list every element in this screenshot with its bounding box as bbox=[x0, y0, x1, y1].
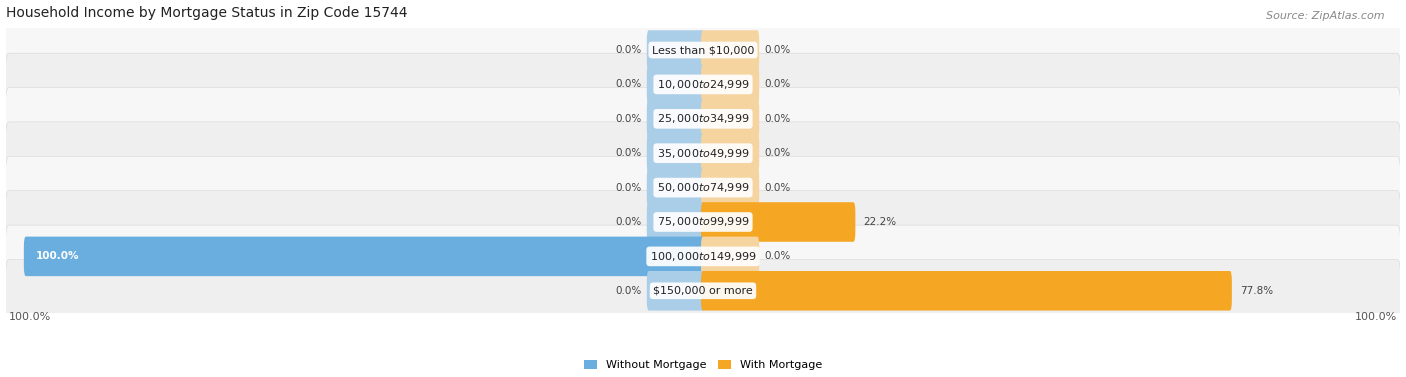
Text: 0.0%: 0.0% bbox=[616, 148, 643, 158]
Text: $10,000 to $24,999: $10,000 to $24,999 bbox=[657, 78, 749, 91]
Text: 0.0%: 0.0% bbox=[616, 45, 643, 55]
FancyBboxPatch shape bbox=[702, 271, 1232, 311]
FancyBboxPatch shape bbox=[702, 99, 759, 139]
Text: $75,000 to $99,999: $75,000 to $99,999 bbox=[657, 216, 749, 228]
Text: 0.0%: 0.0% bbox=[616, 182, 643, 193]
Text: Household Income by Mortgage Status in Zip Code 15744: Household Income by Mortgage Status in Z… bbox=[6, 6, 408, 20]
Text: 0.0%: 0.0% bbox=[763, 251, 790, 261]
Text: $50,000 to $74,999: $50,000 to $74,999 bbox=[657, 181, 749, 194]
Text: $150,000 or more: $150,000 or more bbox=[654, 286, 752, 296]
FancyBboxPatch shape bbox=[647, 99, 704, 139]
FancyBboxPatch shape bbox=[647, 64, 704, 104]
FancyBboxPatch shape bbox=[6, 87, 1400, 150]
FancyBboxPatch shape bbox=[6, 191, 1400, 253]
FancyBboxPatch shape bbox=[647, 202, 704, 242]
FancyBboxPatch shape bbox=[6, 259, 1400, 322]
FancyBboxPatch shape bbox=[6, 225, 1400, 288]
FancyBboxPatch shape bbox=[647, 168, 704, 207]
Text: 0.0%: 0.0% bbox=[763, 182, 790, 193]
FancyBboxPatch shape bbox=[6, 53, 1400, 116]
Text: Less than $10,000: Less than $10,000 bbox=[652, 45, 754, 55]
FancyBboxPatch shape bbox=[702, 30, 759, 70]
FancyBboxPatch shape bbox=[647, 30, 704, 70]
Text: 0.0%: 0.0% bbox=[763, 80, 790, 89]
FancyBboxPatch shape bbox=[647, 133, 704, 173]
FancyBboxPatch shape bbox=[702, 64, 759, 104]
FancyBboxPatch shape bbox=[6, 156, 1400, 219]
FancyBboxPatch shape bbox=[24, 237, 704, 276]
FancyBboxPatch shape bbox=[647, 271, 704, 311]
FancyBboxPatch shape bbox=[6, 19, 1400, 81]
FancyBboxPatch shape bbox=[702, 133, 759, 173]
Text: $100,000 to $149,999: $100,000 to $149,999 bbox=[650, 250, 756, 263]
FancyBboxPatch shape bbox=[702, 202, 855, 242]
Text: 0.0%: 0.0% bbox=[616, 217, 643, 227]
Text: 100.0%: 100.0% bbox=[37, 251, 80, 261]
Text: 22.2%: 22.2% bbox=[863, 217, 897, 227]
Text: $35,000 to $49,999: $35,000 to $49,999 bbox=[657, 147, 749, 160]
Text: 0.0%: 0.0% bbox=[616, 80, 643, 89]
Text: $25,000 to $34,999: $25,000 to $34,999 bbox=[657, 112, 749, 125]
Text: 100.0%: 100.0% bbox=[1355, 312, 1398, 322]
Text: 100.0%: 100.0% bbox=[8, 312, 51, 322]
Text: 0.0%: 0.0% bbox=[763, 114, 790, 124]
Text: Source: ZipAtlas.com: Source: ZipAtlas.com bbox=[1267, 11, 1385, 21]
Text: 0.0%: 0.0% bbox=[616, 286, 643, 296]
FancyBboxPatch shape bbox=[6, 122, 1400, 184]
FancyBboxPatch shape bbox=[702, 168, 759, 207]
Text: 0.0%: 0.0% bbox=[616, 114, 643, 124]
Legend: Without Mortgage, With Mortgage: Without Mortgage, With Mortgage bbox=[583, 360, 823, 370]
Text: 77.8%: 77.8% bbox=[1240, 286, 1272, 296]
FancyBboxPatch shape bbox=[702, 237, 759, 276]
Text: 0.0%: 0.0% bbox=[763, 148, 790, 158]
Text: 0.0%: 0.0% bbox=[763, 45, 790, 55]
